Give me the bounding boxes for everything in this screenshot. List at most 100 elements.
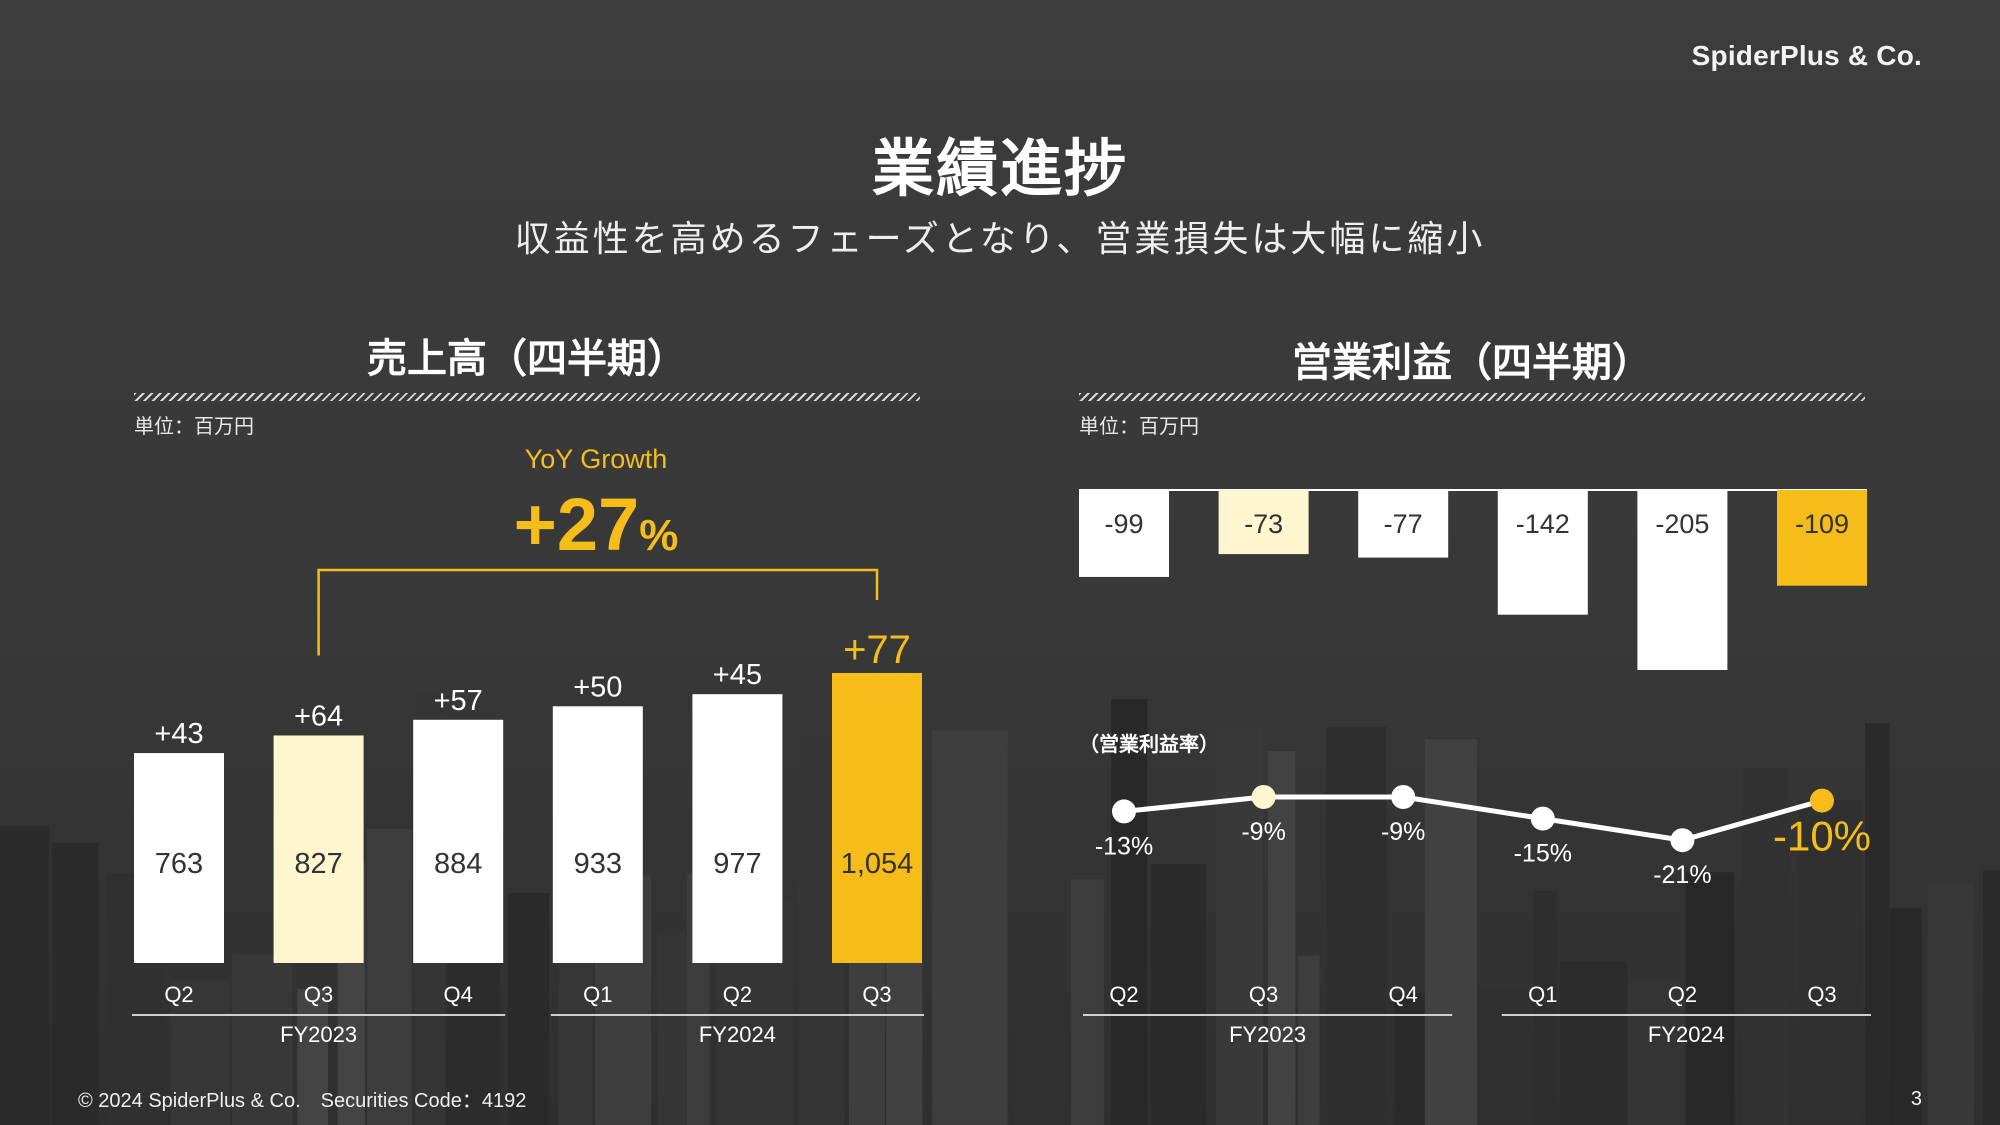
op-profit-value-label-1: -99	[1104, 509, 1143, 539]
building-silhouette	[1982, 870, 2000, 1125]
sales-bar-1	[134, 753, 224, 963]
op-profit-title-divider	[1079, 393, 1865, 401]
op-margin-point-2	[1251, 785, 1276, 809]
building-silhouette	[1532, 891, 1557, 1125]
building-silhouette	[1685, 872, 1735, 1125]
sales-value-label-4: 933	[574, 848, 622, 880]
building-silhouette	[366, 828, 412, 1125]
building-silhouette	[297, 988, 328, 1125]
sales-title-divider	[134, 393, 920, 401]
op-profit-chart: -99 Q2 -73 Q3 -77 Q4 -142 Q1 -205 Q2 -109 Q3 FY2023 F…	[1079, 489, 1871, 1047]
op-margin-label: （営業利益率）	[1079, 734, 1219, 756]
building-silhouette	[232, 954, 293, 1125]
op-margin-line	[1123, 794, 1823, 843]
op-profit-value-label-6: -109	[1795, 509, 1849, 539]
op-profit-bar-3	[1358, 490, 1449, 558]
op-margin-point-6	[1810, 788, 1834, 813]
sales-bar-2	[273, 735, 364, 963]
sales-chart-title: 売上高（四半期）	[367, 337, 687, 381]
op-profit-bar-6	[1777, 490, 1867, 586]
sales-value-label-6: 1,054	[841, 848, 914, 880]
building-silhouette	[1478, 988, 1529, 1125]
building-silhouette	[1014, 997, 1068, 1125]
city-skyline-background	[0, 689, 2000, 1125]
page-title: 業績進捗	[871, 135, 1128, 204]
sales-category-label-6: Q3	[862, 982, 891, 1007]
building-silhouette	[1742, 768, 1790, 1125]
sales-bar-6	[832, 673, 922, 963]
sales-value-label-2: 827	[294, 848, 342, 880]
building-silhouette	[1150, 863, 1206, 1125]
sales-increment-label-1: +43	[154, 718, 203, 750]
sales-category-label-5: Q2	[723, 982, 752, 1007]
op-margin-point-4	[1530, 806, 1555, 831]
sales-increment-label-4: +50	[573, 671, 622, 703]
sales-value-label-3: 884	[434, 848, 482, 880]
sales-increment-label-5: +45	[713, 659, 762, 691]
sales-increment-label-2: +64	[294, 700, 343, 732]
sales-bar-4	[552, 706, 643, 963]
op-profit-group-label-2: FY2024	[1648, 1022, 1725, 1047]
op-margin-point-3	[1391, 785, 1416, 809]
yoy-growth-value: +27%	[446, 488, 746, 562]
footer-copyright: © 2024 SpiderPlus & Co. Securities Code：…	[78, 1090, 527, 1112]
op-profit-category-label-2: Q3	[1249, 982, 1278, 1007]
op-margin-point-1	[1112, 799, 1136, 824]
op-margin-label-2: -9%	[1241, 818, 1285, 846]
sales-value-label-5: 977	[713, 848, 761, 880]
building-silhouette	[1890, 907, 1922, 1125]
yoy-growth-number: +27	[513, 483, 640, 566]
sales-group-label-2: FY2024	[699, 1022, 776, 1047]
op-margin-label-4: -15%	[1514, 840, 1572, 868]
op-profit-unit-label: 単位：百万円	[1079, 416, 1199, 438]
building-silhouette	[1267, 751, 1296, 1125]
op-profit-chart-title: 営業利益（四半期）	[1292, 341, 1652, 385]
building-silhouette	[1111, 698, 1148, 1125]
op-profit-bar-4	[1497, 490, 1588, 615]
sales-category-label-2: Q3	[304, 982, 333, 1007]
op-margin-label-3: -9%	[1381, 818, 1425, 846]
building-silhouette	[170, 980, 230, 1125]
sales-increment-label-3: +57	[434, 685, 483, 717]
yoy-bracket	[317, 568, 879, 656]
sales-unit-label: 単位：百万円	[134, 416, 254, 438]
op-profit-group-label-1: FY2023	[1229, 1022, 1306, 1047]
building-silhouette	[1927, 884, 1974, 1125]
building-silhouette	[1865, 723, 1890, 1125]
building-silhouette	[932, 729, 1008, 1125]
building-silhouette	[1627, 977, 1685, 1125]
page-number: 3	[1910, 1088, 1922, 1110]
op-profit-category-label-4: Q1	[1528, 982, 1557, 1007]
sales-category-label-4: Q1	[583, 982, 612, 1007]
op-profit-bar-1	[1079, 490, 1169, 577]
op-margin-label-1: -13%	[1095, 832, 1153, 860]
op-margin-label-5: -21%	[1653, 861, 1711, 889]
building-silhouette	[51, 842, 99, 1125]
op-margin-label-6: -10%	[1773, 813, 1871, 860]
building-silhouette	[1559, 961, 1628, 1125]
op-profit-value-label-2: -73	[1244, 509, 1283, 539]
sales-value-label-1: 763	[155, 848, 203, 880]
sales-bar-3	[413, 719, 504, 963]
building-silhouette	[1070, 879, 1104, 1125]
op-profit-value-label-3: -77	[1384, 509, 1423, 539]
sales-bar-chart: 763 +43 Q2 827 +64 Q3 884 +57 Q4 933 +50 Q1 977 +45 Q2…	[132, 568, 924, 1047]
op-profit-category-label-1: Q2	[1109, 982, 1138, 1007]
yoy-growth-unit: %	[639, 511, 679, 560]
op-profit-category-label-3: Q4	[1389, 982, 1418, 1007]
op-margin-point-5	[1670, 828, 1695, 853]
sales-category-label-1: Q2	[164, 982, 193, 1007]
sales-bar-5	[692, 694, 783, 963]
building-silhouette	[1298, 955, 1320, 1125]
yoy-growth-label: YoY Growth	[524, 444, 668, 474]
building-silhouette	[1798, 800, 1862, 1125]
sales-group-label-1: FY2023	[280, 1022, 357, 1047]
op-profit-bar-5	[1637, 490, 1728, 670]
brand-logo: SpiderPlus & Co.	[1691, 40, 1922, 71]
page-subtitle: 収益性を高めるフェーズとなり、営業損失は大幅に縮小	[514, 218, 1486, 259]
sales-increment-label-6: +77	[843, 628, 911, 672]
op-profit-value-label-4: -142	[1516, 509, 1570, 539]
op-profit-category-label-6: Q3	[1807, 982, 1836, 1007]
building-silhouette	[0, 825, 50, 1125]
op-profit-bar-2	[1218, 490, 1309, 555]
